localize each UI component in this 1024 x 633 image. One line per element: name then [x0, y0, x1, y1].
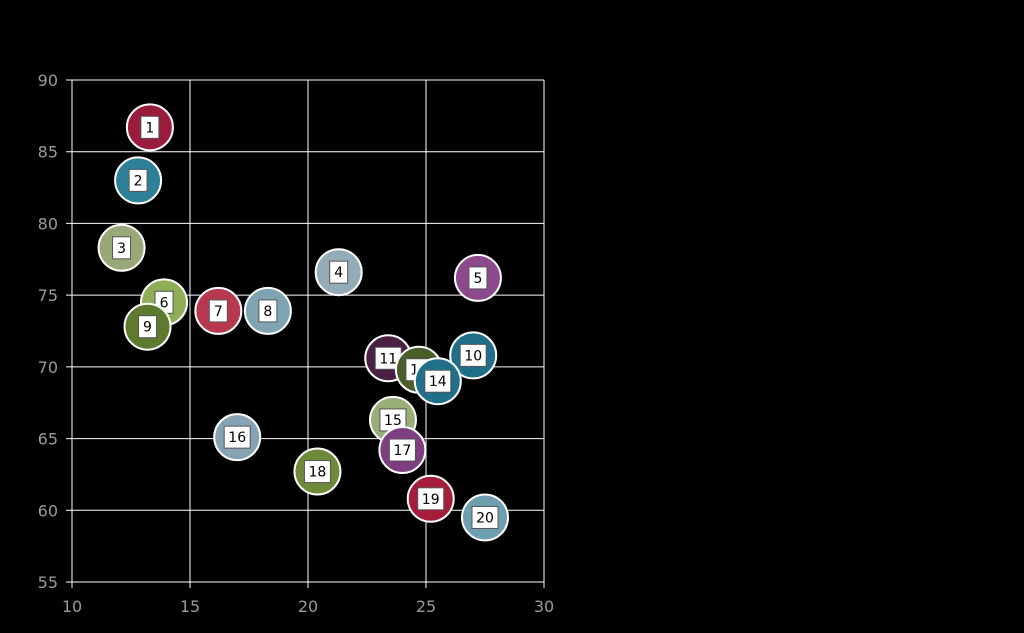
point-label-box: [417, 487, 445, 511]
point-label-box: [303, 460, 331, 484]
point-label: 6: [160, 295, 169, 311]
point-label: 16: [228, 430, 246, 446]
point-label: 18: [309, 465, 327, 481]
x-tick-label: 15: [180, 597, 200, 616]
point-label: 20: [476, 510, 494, 526]
point-label: 9: [143, 320, 152, 336]
x-tick-label: 30: [534, 597, 554, 616]
point-label: 19: [422, 492, 440, 508]
point-label: 1: [145, 120, 154, 136]
point-label: 15: [384, 413, 402, 429]
y-tick-label: 90: [38, 71, 58, 90]
y-tick-label: 60: [38, 501, 58, 520]
point-label-box: [208, 299, 228, 323]
y-tick-label: 70: [38, 358, 58, 377]
data-point-17: 17: [378, 426, 427, 475]
point-label-box: [424, 369, 452, 393]
x-tick-label: 25: [416, 597, 436, 616]
point-label: 8: [263, 304, 272, 320]
point-label: 2: [134, 173, 143, 189]
data-points: 12345678910111214151617181920: [97, 103, 509, 542]
point-label: 10: [464, 348, 482, 364]
point-label-box: [112, 236, 132, 260]
point-label: 11: [379, 351, 397, 367]
data-point-20: 20: [461, 493, 509, 542]
data-point-9: 9: [123, 302, 172, 351]
point-label: 4: [334, 265, 343, 281]
data-point-10: 10: [449, 331, 498, 380]
y-tick-label: 80: [38, 214, 58, 233]
data-point-7: 7: [194, 286, 243, 335]
data-point-1: 1: [125, 103, 174, 152]
data-point-14: 14: [413, 357, 462, 406]
y-axis-ticks: 55 60 65 70 75 80 85 90: [38, 71, 58, 592]
point-label: 14: [429, 374, 447, 390]
y-tick-label: 85: [38, 143, 58, 162]
point-label-box: [329, 260, 349, 284]
point-label: 5: [473, 271, 482, 287]
data-point-19: 19: [406, 474, 455, 523]
point-label: 7: [214, 304, 223, 320]
data-point-2: 2: [114, 156, 163, 205]
point-label-box: [140, 115, 160, 139]
y-tick-label: 65: [38, 430, 58, 449]
point-label-box: [468, 266, 488, 290]
point-label-box: [471, 505, 499, 529]
x-tick-label: 20: [298, 597, 318, 616]
point-label-box: [138, 315, 158, 339]
data-point-5: 5: [453, 253, 502, 302]
x-tick-label: 10: [62, 597, 82, 616]
data-point-4: 4: [314, 248, 363, 297]
data-point-3: 3: [97, 223, 146, 272]
point-label: 17: [393, 443, 411, 459]
y-tick-label: 55: [38, 573, 58, 592]
y-tick-label: 75: [38, 286, 58, 305]
point-label-box: [128, 168, 148, 192]
data-point-18: 18: [293, 447, 342, 496]
point-label-box: [459, 343, 487, 367]
data-point-8: 8: [243, 286, 292, 335]
point-label: 3: [117, 241, 126, 257]
data-point-16: 16: [213, 413, 262, 462]
point-label-box: [388, 438, 416, 462]
x-axis-ticks: 10 15 20 25 30: [62, 597, 554, 616]
point-label-box: [223, 425, 251, 449]
point-label-box: [258, 299, 278, 323]
